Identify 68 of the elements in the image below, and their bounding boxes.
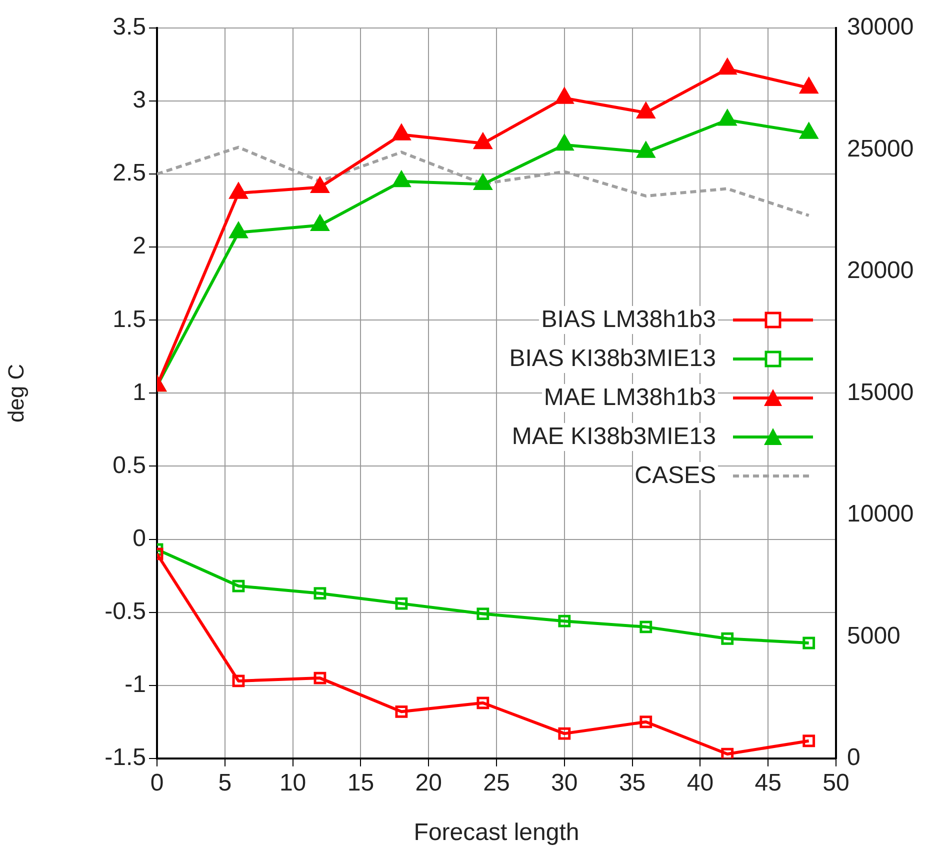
point xyxy=(640,716,652,728)
x-tick-label: 20 xyxy=(415,769,442,796)
point xyxy=(392,124,410,140)
x-tick-label: 45 xyxy=(754,769,782,796)
point xyxy=(314,587,326,600)
point xyxy=(310,214,330,231)
point xyxy=(314,672,326,684)
point xyxy=(232,674,245,688)
legend-label: BIAS KI38b3MIE13 xyxy=(507,344,718,372)
y-tick-label: 2 xyxy=(132,232,146,260)
point xyxy=(392,171,410,188)
y-tick-label: -1 xyxy=(124,670,146,698)
point xyxy=(555,88,574,104)
y-tick-label: 2.5 xyxy=(112,160,146,187)
y-tick-label: 3.5 xyxy=(112,14,146,41)
point xyxy=(229,222,248,238)
y-tick-label: -0.5 xyxy=(104,598,146,625)
point xyxy=(800,122,818,139)
point xyxy=(395,705,408,718)
point xyxy=(800,78,818,94)
y-tick-label: 0 xyxy=(132,524,146,552)
point xyxy=(636,142,655,158)
point xyxy=(718,110,736,126)
legend-label: BIAS LM38h1b3 xyxy=(539,306,718,334)
legend-label: MAE KI38b3MIE13 xyxy=(510,422,718,450)
y-axis-title: deg C xyxy=(3,364,28,423)
point xyxy=(640,620,652,634)
y2-tick-label: 0 xyxy=(847,744,860,772)
point xyxy=(802,636,816,650)
y2-tick-label: 20000 xyxy=(847,257,914,284)
point xyxy=(718,58,736,75)
x-tick-label: 0 xyxy=(150,769,164,796)
x-tick-label: 5 xyxy=(218,769,232,796)
x-tick-label: 15 xyxy=(347,769,374,796)
x-tick-label: 30 xyxy=(551,769,578,796)
y-tick-label: -1.5 xyxy=(104,744,146,772)
y2-tick-label: 10000 xyxy=(847,500,914,528)
y-tick-label: 3 xyxy=(132,86,146,114)
point xyxy=(476,696,490,710)
point xyxy=(721,632,734,645)
x-tick-label: 40 xyxy=(686,769,714,796)
y-tick-label: 0.5 xyxy=(112,452,146,479)
point xyxy=(555,134,574,151)
y-tick-label: 1.5 xyxy=(112,306,146,333)
point xyxy=(474,174,492,190)
legend-label: CASES xyxy=(632,462,718,490)
point xyxy=(558,614,571,628)
y-tick-label: 1 xyxy=(132,378,146,406)
y2-tick-label: 25000 xyxy=(847,135,914,162)
point xyxy=(558,727,571,740)
x-tick-label: 10 xyxy=(279,769,306,796)
y2-tick-label: 15000 xyxy=(847,378,914,406)
point xyxy=(395,597,408,610)
y2-tick-label: 30000 xyxy=(847,14,914,41)
x-axis-title: Forecast length xyxy=(414,819,580,846)
point xyxy=(476,608,490,620)
y2-tick-label: 5000 xyxy=(847,622,900,650)
point xyxy=(636,102,655,118)
point xyxy=(802,734,816,748)
x-tick-label: 25 xyxy=(483,769,510,796)
point xyxy=(721,748,734,758)
point xyxy=(232,580,245,592)
x-tick-label: 35 xyxy=(618,769,646,796)
x-tick-label: 50 xyxy=(822,769,850,796)
legend-label: MAE LM38h1b3 xyxy=(542,384,718,412)
point xyxy=(310,176,330,193)
point xyxy=(229,182,248,199)
point xyxy=(474,133,492,150)
